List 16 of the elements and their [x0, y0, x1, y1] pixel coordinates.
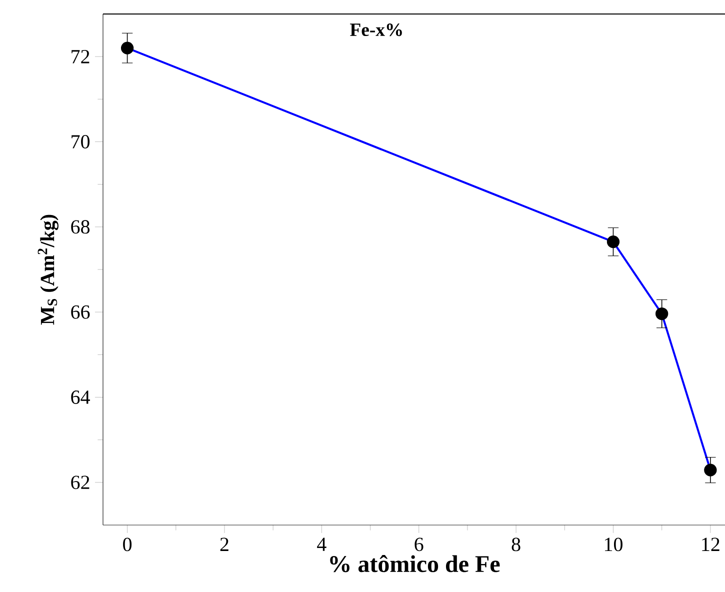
y-tick-label: 70 [72, 134, 90, 148]
x-tick-label: 0 [123, 538, 132, 552]
y-tick-label: 68 [71, 220, 90, 234]
x-axis-title: % atômico de Fe [330, 555, 500, 572]
y-tick-label: 72 [72, 50, 90, 64]
x-tick-label: 4 [317, 538, 326, 551]
y-tick-label: 64 [71, 390, 90, 404]
y-tick-label: 66 [71, 305, 90, 319]
chart-title: Fe-x% [350, 23, 402, 36]
x-tick-label: 8 [512, 538, 520, 552]
y-tick-label: 62 [71, 476, 90, 490]
x-tick-label: 12 [702, 538, 720, 551]
x-tick-label: 2 [220, 538, 228, 551]
x-tick-label: 6 [414, 538, 424, 552]
y-axis-title: M$_{S}$ (Am$^{2}$/kg) [38, 214, 58, 325]
x-tick-label: 10 [604, 538, 622, 552]
